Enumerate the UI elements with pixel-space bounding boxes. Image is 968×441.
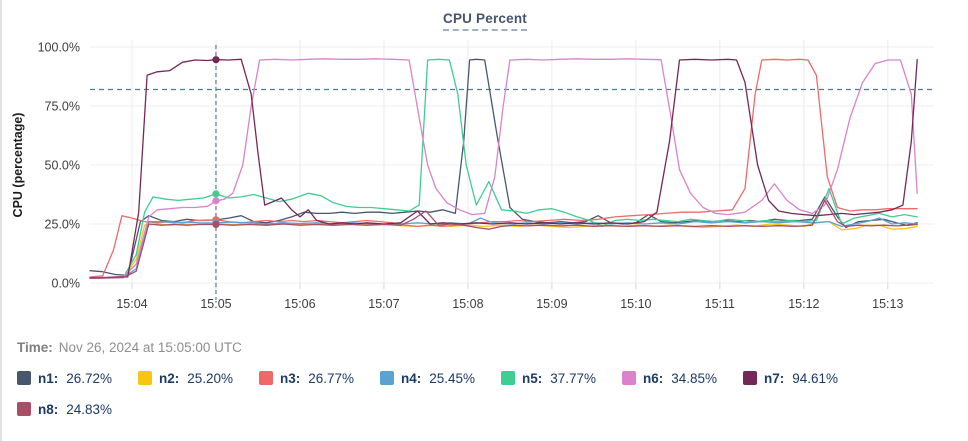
time-value: Nov 26, 2024 at 15:05:00 UTC — [58, 340, 242, 355]
y-tick-label: 50.0% — [45, 159, 80, 173]
x-tick-label: 15:10 — [620, 297, 651, 311]
chart-title[interactable]: CPU Percent — [443, 11, 527, 31]
legend-value-n3: 26.77% — [308, 370, 355, 386]
legend-item-n3[interactable]: n3: 26.77% — [259, 368, 380, 388]
cpu-percent-line-chart[interactable]: 100.0% 75.0% 50.0% 25.0% 0.0% 15:04 15:05 15:06… — [2, 34, 968, 324]
crosshair-dot-n5 — [212, 190, 220, 198]
legend-label-n4: n4: — [401, 370, 422, 386]
legend-item-n1[interactable]: n1: 26.72% — [17, 368, 138, 388]
series-line-n3[interactable] — [89, 58, 918, 278]
x-tick-label: 15:09 — [536, 297, 567, 311]
crosshair-dot-n7 — [212, 56, 220, 64]
crosshair-dot-n8 — [212, 220, 220, 229]
legend-swatch-n7 — [743, 371, 757, 385]
legend-label-n2: n2: — [159, 370, 180, 386]
legend-label-n5: n5: — [522, 370, 543, 386]
time-label: Time: — [17, 340, 53, 355]
legend-item-n7[interactable]: n7: 94.61% — [743, 368, 864, 388]
x-tick-label: 15:07 — [368, 297, 399, 311]
legend-item-n4[interactable]: n4: 25.45% — [380, 368, 501, 388]
legend-item-n5[interactable]: n5: 37.77% — [501, 368, 622, 388]
crosshair-dot-n6 — [212, 197, 220, 205]
y-axis-title: CPU (percentage) — [11, 113, 25, 218]
legend-value-n4: 25.45% — [429, 370, 476, 386]
x-tick-label: 15:13 — [872, 297, 903, 311]
x-tick-label: 15:12 — [788, 297, 819, 311]
legend-item-n2[interactable]: n2: 25.20% — [138, 368, 259, 388]
chart-title-wrap: CPU Percent — [2, 10, 968, 31]
series-line-n8[interactable] — [89, 199, 918, 279]
series-line-n1[interactable] — [89, 58, 918, 277]
legend-swatch-n2 — [138, 371, 152, 385]
series-line-n6[interactable] — [89, 58, 918, 278]
legend-value-n8: 24.83% — [66, 401, 113, 417]
y-tick-label: 0.0% — [52, 277, 81, 291]
legend-item-n8[interactable]: n8: 24.83% — [17, 399, 138, 419]
x-tick-label: 15:08 — [452, 297, 483, 311]
crosshair-time-row: Time: Nov 26, 2024 at 15:05:00 UTC — [17, 340, 242, 355]
series-line-n2[interactable] — [89, 220, 918, 279]
y-tick-label: 75.0% — [45, 100, 80, 114]
series-line-n5[interactable] — [89, 58, 918, 279]
legend-label-n1: n1: — [38, 370, 59, 386]
legend-swatch-n8 — [17, 402, 31, 416]
legend-label-n3: n3: — [280, 370, 301, 386]
legend-swatch-n3 — [259, 371, 273, 385]
y-tick-label: 100.0% — [38, 41, 80, 55]
y-tick-label: 25.0% — [45, 218, 80, 232]
legend-item-n6[interactable]: n6: 34.85% — [622, 368, 743, 388]
legend-value-n1: 26.72% — [66, 370, 113, 386]
legend-label-n7: n7: — [764, 370, 785, 386]
legend-label-n8: n8: — [38, 401, 59, 417]
legend-value-n7: 94.61% — [792, 370, 839, 386]
legend-swatch-n6 — [622, 371, 636, 385]
legend-swatch-n1 — [17, 371, 31, 385]
chart-legend: n1: 26.72% n2: 25.20% n3: 26.77% n4: 25.45% n5: 3… — [17, 368, 962, 419]
x-tick-label: 15:06 — [284, 297, 315, 311]
legend-label-n6: n6: — [643, 370, 664, 386]
x-tick-label: 15:11 — [705, 297, 735, 311]
legend-value-n5: 37.77% — [550, 370, 597, 386]
x-tick-label: 15:05 — [200, 297, 231, 311]
legend-swatch-n5 — [501, 371, 515, 385]
legend-value-n6: 34.85% — [671, 370, 718, 386]
legend-value-n2: 25.20% — [187, 370, 234, 386]
x-tick-label: 15:04 — [116, 297, 147, 311]
legend-swatch-n4 — [380, 371, 394, 385]
